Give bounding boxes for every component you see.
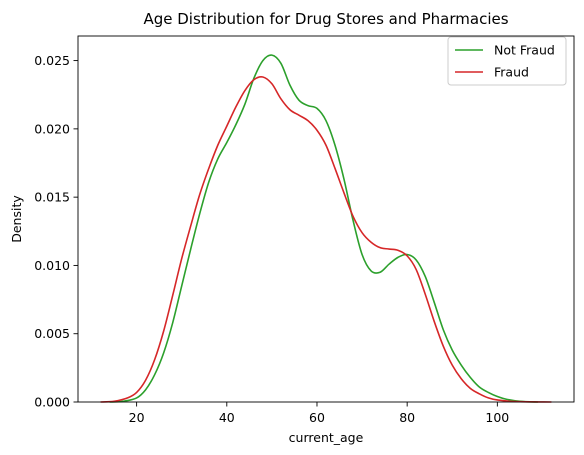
series-layer (100, 54, 552, 403)
legend: Not Fraud Fraud (447, 36, 567, 86)
y-tick-label: 0.000 (34, 395, 70, 410)
plot-area (77, 35, 575, 403)
legend-entries: Not Fraud Fraud (455, 43, 555, 80)
x-tick-label: 20 (129, 410, 145, 425)
y-tick-label: 0.005 (34, 326, 70, 341)
legend-label: Fraud (494, 65, 529, 80)
y-tick-label: 0.010 (34, 258, 70, 273)
legend-label: Not Fraud (494, 43, 555, 58)
y-tick-label: 0.015 (34, 190, 70, 205)
y-tick-label: 0.020 (34, 121, 70, 136)
x-axis: 20 40 60 80 100 (129, 402, 509, 425)
x-tick-label: 80 (399, 410, 415, 425)
y-axis-label: Density (9, 195, 24, 243)
y-tick-label: 0.025 (34, 53, 70, 68)
series-line-fraud (100, 75, 552, 403)
x-axis-label: current_age (289, 430, 364, 445)
legend-box (447, 36, 567, 86)
x-tick-label: 40 (219, 410, 235, 425)
series-line-not-fraud (109, 54, 538, 403)
x-tick-label: 60 (309, 410, 325, 425)
plot-frame (77, 35, 575, 403)
y-axis: 0.000 0.005 0.010 0.015 0.020 0.025 (34, 53, 78, 410)
chart-title: Age Distribution for Drug Stores and Pha… (143, 10, 508, 28)
x-tick-label: 100 (485, 410, 509, 425)
